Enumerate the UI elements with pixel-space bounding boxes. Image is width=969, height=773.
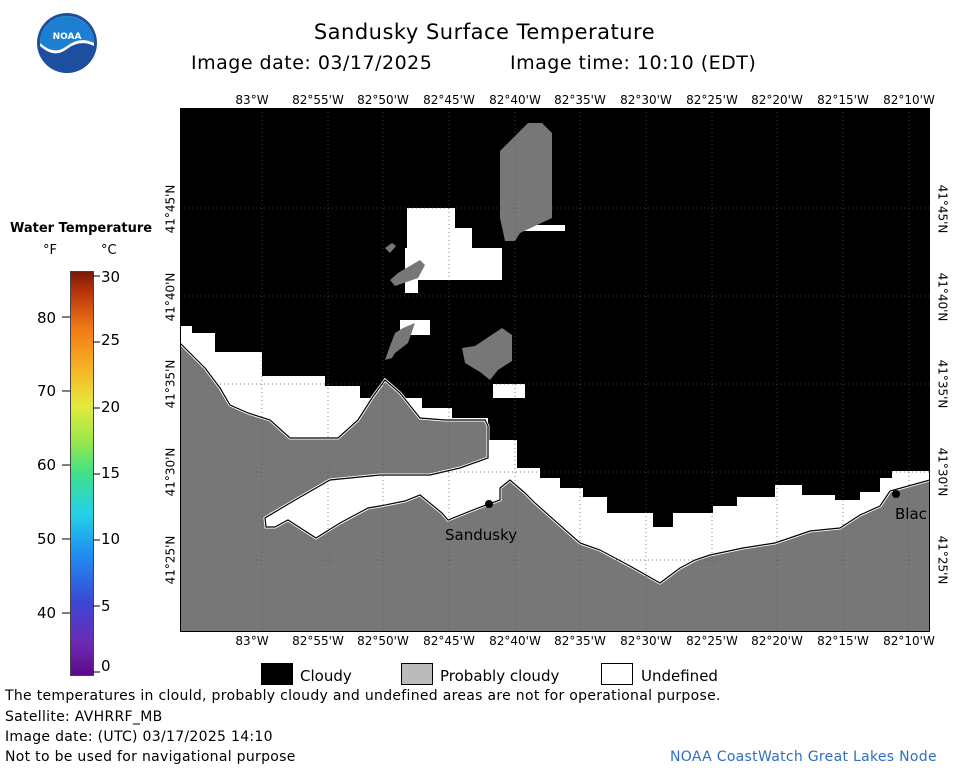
map-title: Sandusky Surface Temperature [313, 20, 656, 44]
lat-tick-left: 41°35'N [163, 359, 178, 409]
lat-tick-right: 41°25'N [935, 535, 950, 585]
graticule [180, 108, 930, 632]
lat-tick-right: 41°40'N [935, 272, 950, 322]
lon-tick-top: 82°35'W [554, 93, 606, 107]
sandusky-label: Sandusky [445, 526, 517, 544]
lon-tick-top: 82°30'W [620, 93, 672, 107]
credit-text: NOAA CoastWatch Great Lakes Node [670, 749, 937, 765]
temperature-colorbar [70, 271, 94, 676]
lat-tick-left: 41°40'N [163, 272, 178, 322]
image-date: Image date: 03/17/2025 [191, 52, 433, 74]
navigation-warning: Not to be used for navigational purpose [5, 749, 296, 765]
colorbar-ticks [62, 275, 100, 673]
lon-tick-bottom: 82°20'W [751, 634, 803, 648]
lon-tick-top: 82°20'W [751, 93, 803, 107]
c-tick: 10 [101, 530, 121, 548]
lon-tick-bottom: 82°45'W [423, 634, 475, 648]
lon-tick-bottom: 82°10'W [883, 634, 935, 648]
lon-tick-bottom: 82°15'W [817, 634, 869, 648]
legend-undefined-label: Undefined [641, 667, 718, 685]
colorbar-title: Water Temperature [10, 221, 153, 236]
unit-f: °F [43, 243, 57, 258]
lon-tick-top: 83°W [235, 93, 269, 107]
lat-tick-left: 41°45'N [163, 184, 178, 234]
lon-tick-top: 82°55'W [292, 93, 344, 107]
c-tick: 20 [101, 398, 121, 416]
disclaimer-text: The temperatures in clould, probably clo… [5, 688, 721, 704]
lon-tick-bottom: 83°W [235, 634, 269, 648]
lat-tick-right: 41°30'N [935, 447, 950, 497]
lon-tick-top: 82°45'W [423, 93, 475, 107]
coastline [180, 342, 930, 584]
f-tick: 40 [37, 604, 57, 622]
lon-tick-bottom: 82°50'W [357, 634, 409, 648]
lon-tick-bottom: 82°30'W [620, 634, 672, 648]
image-time: Image time: 10:10 (EDT) [510, 52, 757, 74]
legend-undefined-swatch [601, 663, 633, 685]
c-tick: 25 [101, 331, 121, 349]
sandusky-marker [485, 500, 493, 508]
lon-tick-bottom: 82°55'W [292, 634, 344, 648]
lat-tick-left: 41°25'N [163, 535, 178, 585]
lon-tick-top: 82°15'W [817, 93, 869, 107]
c-tick: 15 [101, 464, 121, 482]
undefined-patch [493, 384, 525, 398]
legend-probably-cloudy-label: Probably cloudy [440, 667, 560, 685]
probably-cloudy-area [390, 260, 425, 286]
lat-tick-left: 41°30'N [163, 447, 178, 497]
blac-marker [892, 490, 900, 498]
legend-cloudy-swatch [261, 663, 293, 685]
lon-tick-top: 82°40'W [489, 93, 541, 107]
f-tick: 70 [37, 382, 57, 400]
lon-tick-top: 82°50'W [357, 93, 409, 107]
c-tick: 0 [101, 657, 111, 675]
f-tick: 80 [37, 309, 57, 327]
c-tick: 30 [101, 268, 121, 286]
lon-tick-top: 82°25'W [686, 93, 738, 107]
noaa-logo-icon: NOAA [37, 13, 97, 73]
legend-probably-cloudy-swatch [401, 663, 433, 685]
logo-text: NOAA [53, 32, 82, 42]
map-frame [180, 108, 930, 632]
utc-date-text: Image date: (UTC) 03/17/2025 14:10 [5, 729, 273, 745]
lon-tick-bottom: 82°35'W [554, 634, 606, 648]
undefined-patch [405, 208, 502, 293]
probably-cloudy-area [385, 323, 415, 360]
f-tick: 50 [37, 530, 57, 548]
f-tick: 60 [37, 456, 57, 474]
lat-tick-right: 41°35'N [935, 359, 950, 409]
unit-c: °C [101, 243, 117, 258]
lat-tick-right: 41°45'N [935, 184, 950, 234]
lon-tick-bottom: 82°25'W [686, 634, 738, 648]
surface-temperature-map: Sandusky Blac [180, 108, 930, 632]
probably-cloudy-area [462, 328, 512, 380]
lon-tick-top: 82°10'W [883, 93, 935, 107]
satellite-text: Satellite: AVHRRF_MB [5, 709, 163, 725]
probably-cloudy-area [385, 243, 396, 253]
probably-cloudy-area [500, 123, 552, 241]
lon-tick-bottom: 82°40'W [489, 634, 541, 648]
legend-cloudy-label: Cloudy [300, 667, 352, 685]
noaa-logo: NOAA [36, 12, 98, 74]
c-tick: 5 [101, 597, 111, 615]
blac-label: Blac [895, 505, 927, 523]
probably-cloudy-area [180, 343, 930, 632]
